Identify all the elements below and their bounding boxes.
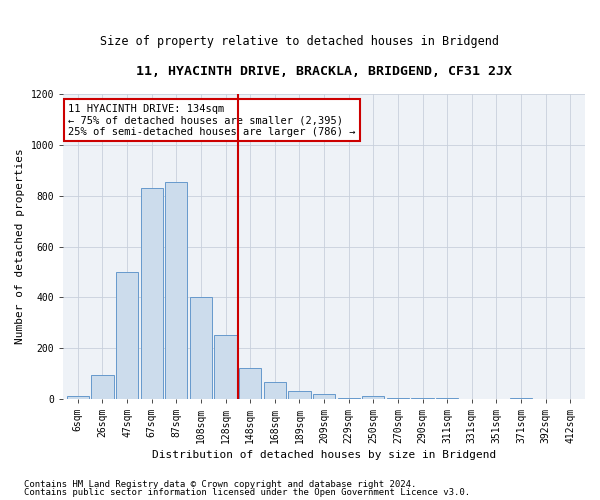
Bar [387, 398, 409, 399]
Bar [91, 374, 113, 399]
Bar [239, 368, 261, 399]
Bar [190, 298, 212, 399]
Bar [412, 398, 434, 399]
Text: Contains HM Land Registry data © Crown copyright and database right 2024.: Contains HM Land Registry data © Crown c… [24, 480, 416, 489]
Bar [510, 398, 532, 399]
Title: 11, HYACINTH DRIVE, BRACKLA, BRIDGEND, CF31 2JX: 11, HYACINTH DRIVE, BRACKLA, BRIDGEND, C… [136, 65, 512, 78]
Bar [436, 398, 458, 399]
Bar [362, 396, 385, 399]
Text: 11 HYACINTH DRIVE: 134sqm
← 75% of detached houses are smaller (2,395)
25% of se: 11 HYACINTH DRIVE: 134sqm ← 75% of detac… [68, 104, 356, 137]
Text: Contains public sector information licensed under the Open Government Licence v3: Contains public sector information licen… [24, 488, 470, 497]
Bar [338, 398, 360, 399]
Y-axis label: Number of detached properties: Number of detached properties [15, 148, 25, 344]
Bar [116, 272, 138, 399]
Bar [140, 188, 163, 399]
Text: Size of property relative to detached houses in Bridgend: Size of property relative to detached ho… [101, 35, 499, 48]
Bar [214, 336, 236, 399]
X-axis label: Distribution of detached houses by size in Bridgend: Distribution of detached houses by size … [152, 450, 496, 460]
Bar [313, 394, 335, 399]
Bar [289, 391, 311, 399]
Bar [67, 396, 89, 399]
Bar [165, 182, 187, 399]
Bar [264, 382, 286, 399]
